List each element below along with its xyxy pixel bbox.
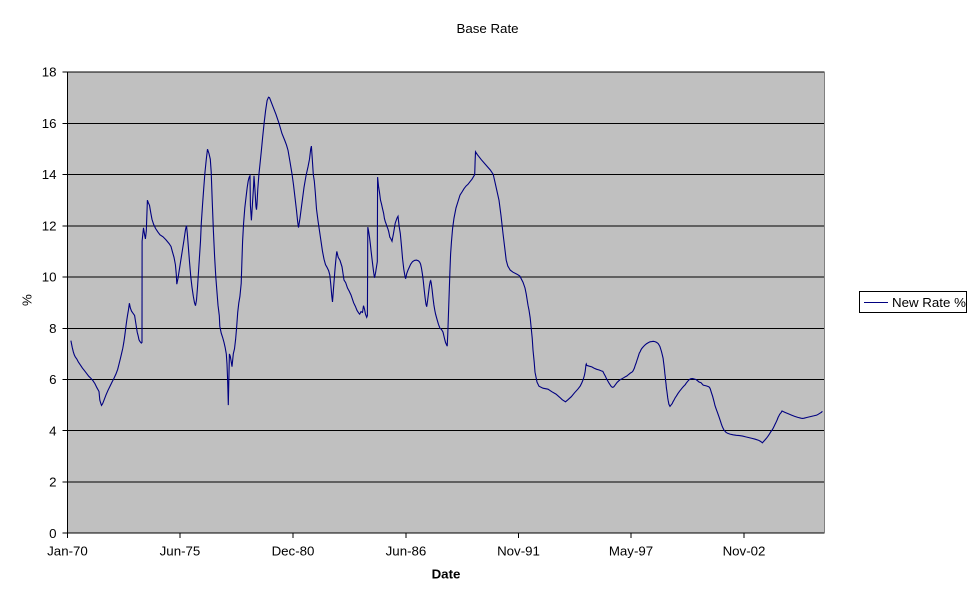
svg-text:4: 4 <box>49 423 56 438</box>
svg-text:Nov-02: Nov-02 <box>723 544 766 559</box>
svg-text:New Rate %: New Rate % <box>892 295 966 310</box>
svg-text:18: 18 <box>42 65 57 80</box>
svg-text:12: 12 <box>42 218 57 233</box>
svg-text:8: 8 <box>49 321 56 336</box>
svg-text:16: 16 <box>42 116 57 131</box>
svg-text:6: 6 <box>49 372 56 387</box>
svg-text:May-97: May-97 <box>609 544 653 559</box>
svg-text:Dec-80: Dec-80 <box>272 544 315 559</box>
svg-text:Date: Date <box>432 567 461 582</box>
svg-text:Nov-91: Nov-91 <box>497 544 540 559</box>
svg-text:Jun-75: Jun-75 <box>160 544 201 559</box>
svg-text:14: 14 <box>42 167 57 182</box>
svg-text:Jun-86: Jun-86 <box>386 544 427 559</box>
svg-text:2: 2 <box>49 475 56 490</box>
svg-text:Jan-70: Jan-70 <box>47 544 88 559</box>
svg-text:0: 0 <box>49 526 56 541</box>
svg-text:10: 10 <box>42 270 57 285</box>
svg-text:Base Rate: Base Rate <box>456 21 518 36</box>
svg-text:%: % <box>20 294 35 306</box>
